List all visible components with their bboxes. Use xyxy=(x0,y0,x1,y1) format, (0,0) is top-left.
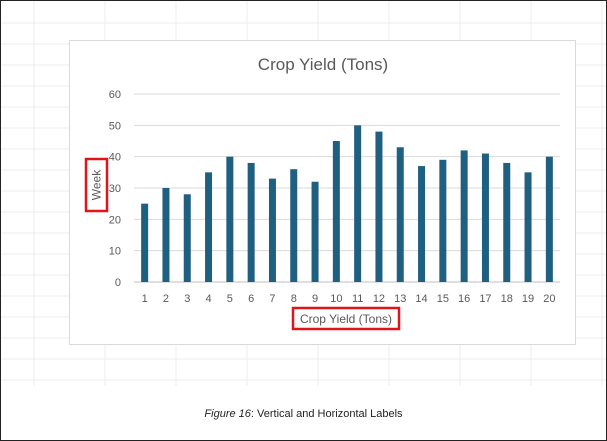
bar-week-13 xyxy=(396,147,404,282)
x-axis-label: Crop Yield (Tons) xyxy=(300,312,392,326)
x-tick-label: 9 xyxy=(312,293,318,305)
bar-week-12 xyxy=(375,131,383,282)
x-tick-label: 4 xyxy=(205,293,211,305)
x-tick-label: 11 xyxy=(352,293,363,305)
y-tick-label: 50 xyxy=(109,120,121,132)
bar-week-6 xyxy=(247,162,255,282)
x-tick-label: 2 xyxy=(163,293,169,305)
y-tick-label: 60 xyxy=(109,89,121,101)
xlabel-highlight-box xyxy=(291,306,401,331)
y-tick-label: 30 xyxy=(109,183,121,195)
x-tick-label: 1 xyxy=(142,293,148,305)
x-tick-label: 13 xyxy=(394,293,406,305)
bar-week-17 xyxy=(481,153,489,282)
y-tick-label: 40 xyxy=(109,152,121,164)
bar-week-16 xyxy=(460,150,468,282)
bar-week-9 xyxy=(311,181,319,282)
x-tick-label: 15 xyxy=(437,293,449,305)
ylabel-highlight-box xyxy=(84,157,109,213)
x-tick-label: 19 xyxy=(522,293,534,305)
chart-area[interactable]: 0 10 20 30 40 50 60 1 2 3 4 5 6 7 8 9 10 11 12 13 14 15 16 17 1… xyxy=(69,40,576,345)
bar-week-20 xyxy=(545,156,553,282)
x-tick-label: 18 xyxy=(501,293,513,305)
x-tick-label: 16 xyxy=(458,293,470,305)
bar-week-8 xyxy=(290,169,298,282)
bar-week-18 xyxy=(503,162,511,282)
figure-caption: Figure 16: Vertical and Horizontal Label… xyxy=(1,408,606,420)
x-tick-label: 6 xyxy=(248,293,254,305)
x-tick-label: 17 xyxy=(479,293,491,305)
bar-week-1 xyxy=(141,203,149,282)
figure-caption-text: : Vertical and Horizontal Labels xyxy=(250,408,403,420)
bar-week-2 xyxy=(162,188,170,282)
x-tick-label: 3 xyxy=(184,293,190,305)
bar-week-4 xyxy=(205,172,213,282)
x-tick-label: 7 xyxy=(269,293,275,305)
x-tick-label: 20 xyxy=(543,293,555,305)
bar-week-19 xyxy=(524,172,532,282)
y-axis-label: Week xyxy=(90,169,104,200)
bar-week-10 xyxy=(332,141,340,282)
x-tick-label: 14 xyxy=(415,293,427,305)
figure-label: Figure 16 xyxy=(204,408,251,420)
y-tick-label: 0 xyxy=(115,277,121,289)
bar-week-11 xyxy=(354,125,362,282)
x-tick-label: 10 xyxy=(330,293,342,305)
x-tick-label: 5 xyxy=(227,293,233,305)
y-tick-label: 10 xyxy=(109,246,121,258)
bar-week-5 xyxy=(226,156,234,282)
bar-week-7 xyxy=(268,178,276,282)
bar-week-15 xyxy=(439,159,447,282)
chart-title: Crop Yield (Tons) xyxy=(258,55,388,74)
x-tick-label: 12 xyxy=(373,293,385,305)
bar-week-14 xyxy=(418,166,426,282)
bar-week-3 xyxy=(183,194,191,282)
x-tick-label: 8 xyxy=(291,293,297,305)
y-tick-label: 20 xyxy=(109,214,121,226)
